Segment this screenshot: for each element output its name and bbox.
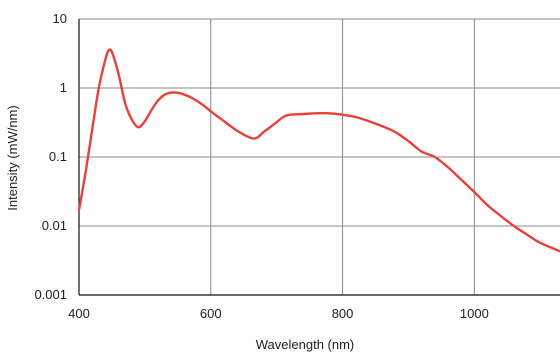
- x-tick-labels: 400 600 800 1000: [68, 306, 489, 321]
- y-tick-label-1: 0.01: [42, 218, 67, 233]
- y-tick-label-4: 10: [53, 11, 67, 26]
- y-tick-label-3: 1: [60, 80, 67, 95]
- x-axis-label: Wavelength (nm): [256, 337, 355, 352]
- series-line: [77, 48, 560, 253]
- x-tick-label-1000: 1000: [460, 306, 489, 321]
- axes: [78, 19, 560, 296]
- y-tick-label-2: 0.1: [49, 149, 67, 164]
- x-tick-label-800: 800: [332, 306, 354, 321]
- grid-lines: [79, 18, 560, 295]
- y-tick-label-0: 0.001: [34, 287, 67, 302]
- y-tick-labels: 0.001 0.01 0.1 1 10: [34, 11, 67, 302]
- x-tick-label-600: 600: [200, 306, 222, 321]
- x-tick-label-400: 400: [68, 306, 90, 321]
- y-axis-label: Intensity (mW/nm): [5, 105, 20, 210]
